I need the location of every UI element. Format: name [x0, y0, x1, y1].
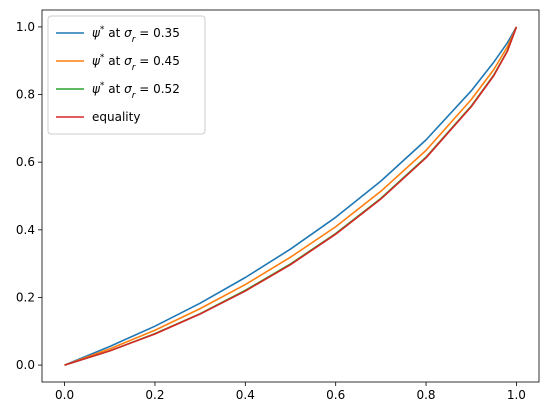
series-line-4 [64, 26, 518, 366]
legend-label-part: * [100, 25, 105, 35]
y-tick-label: 0.6 [16, 155, 35, 169]
legend-label-part: at [104, 82, 124, 96]
x-tick-label: 0.6 [326, 388, 345, 402]
legend-label-part: ψ [92, 26, 101, 40]
legend-label-part: r [132, 91, 137, 101]
legend-label-part: * [100, 53, 105, 63]
y-tick-label: 0.8 [16, 88, 35, 102]
series-line-1 [64, 26, 518, 366]
legend-label-part: = 0.52 [135, 82, 179, 96]
x-axis: 0.0 0.2 0.4 0.6 0.8 1.0 [55, 382, 526, 402]
legend-label-part: σ [124, 82, 132, 96]
axes-frame [41, 9, 540, 383]
legend-label-4: equality [92, 110, 140, 124]
legend-label-1: ψ* at σr = 0.35 [92, 25, 180, 45]
y-tick-label: 1.0 [16, 20, 35, 34]
series-layer [64, 26, 518, 366]
legend-label-part: = 0.45 [135, 54, 179, 68]
x-tick-label: 0.8 [416, 388, 435, 402]
legend-label-part: = 0.35 [135, 26, 179, 40]
x-tick-label: 0.4 [236, 388, 255, 402]
legend-label-part: σ [124, 26, 132, 40]
x-tick-label: 1.0 [507, 388, 526, 402]
y-axis: 0.0 0.2 0.4 0.6 0.8 1.0 [16, 20, 42, 372]
y-tick-label: 0.2 [16, 290, 35, 304]
y-tick-label: 0.0 [16, 358, 35, 372]
legend-label-3: ψ* at σr = 0.52 [92, 81, 180, 101]
legend-label-part: σ [124, 54, 132, 68]
legend-label-part: r [132, 63, 137, 73]
series-line-2 [64, 26, 518, 366]
x-tick-label: 0.0 [55, 388, 74, 402]
legend-box [47, 15, 206, 135]
legend-label-2: ψ* at σr = 0.45 [92, 53, 180, 73]
legend-label-part: ψ [92, 54, 101, 68]
legend-label-part: ψ [92, 82, 101, 96]
y-tick-label: 0.4 [16, 223, 35, 237]
x-tick-label: 0.2 [145, 388, 164, 402]
legend-label-part: at [104, 54, 124, 68]
legend-label-part: at [104, 26, 124, 40]
legend-label-part: * [100, 81, 105, 91]
legend-label-part: r [132, 35, 137, 45]
legend: ψ* at σr = 0.35ψ* at σr = 0.45ψ* at σr =… [47, 15, 206, 135]
